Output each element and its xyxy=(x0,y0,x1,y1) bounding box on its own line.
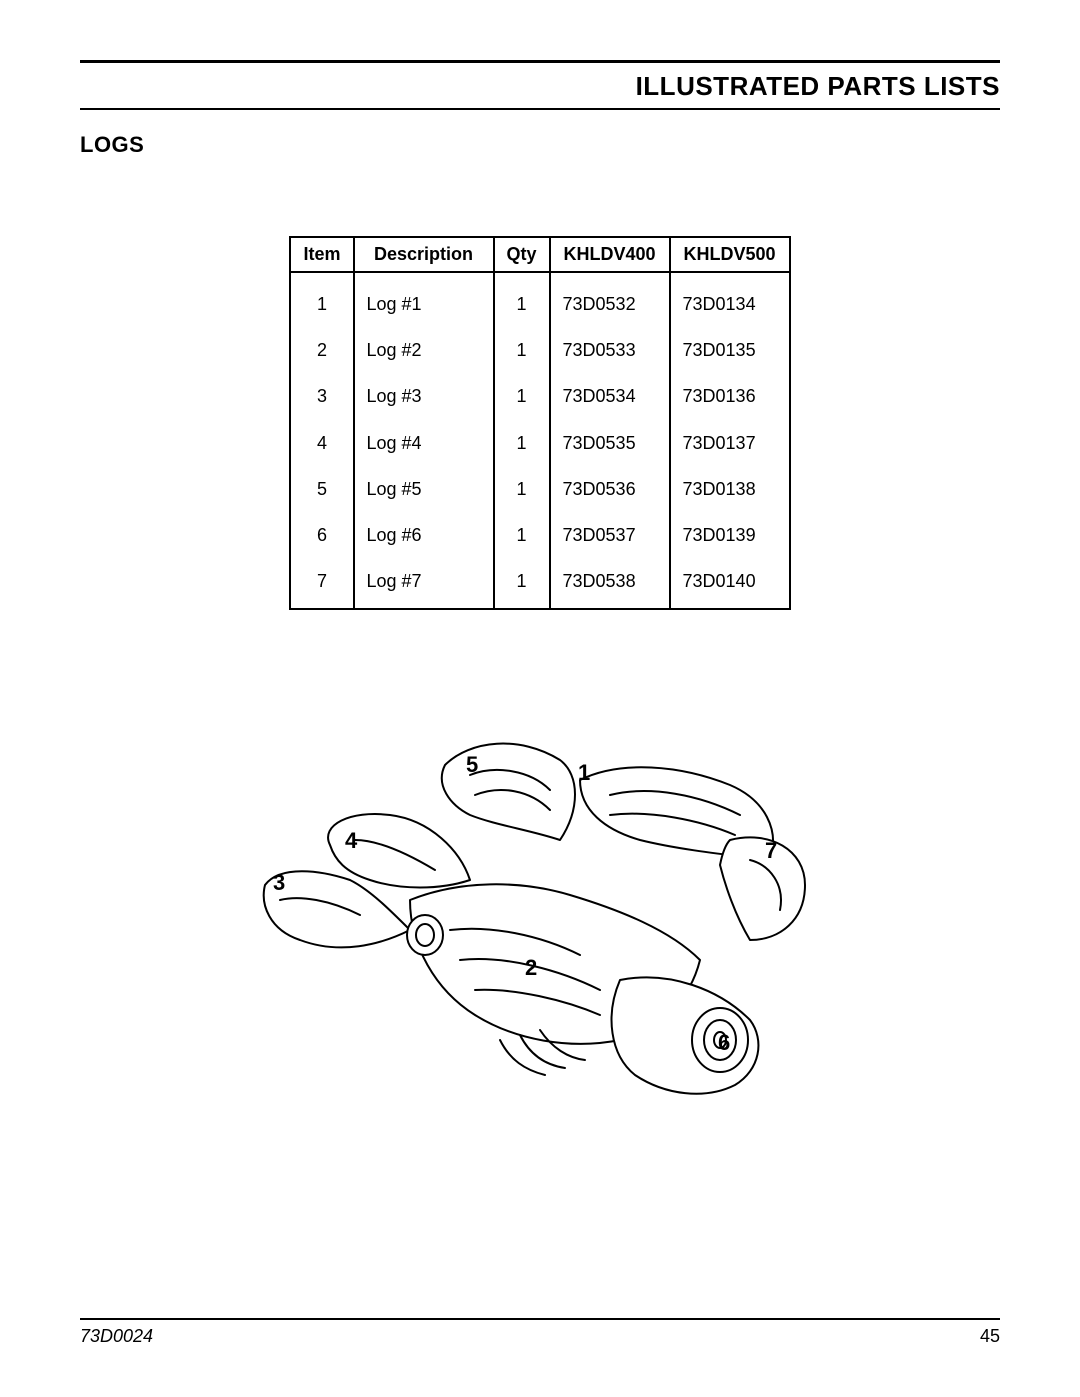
callout-5: 5 xyxy=(466,752,478,778)
cell-qty: 1 xyxy=(494,373,550,419)
col-header-item: Item xyxy=(290,237,353,272)
cell-desc: Log #3 xyxy=(354,373,494,419)
parts-table: Item Description Qty KHLDV400 KHLDV500 1… xyxy=(289,236,790,610)
table-row: 7 Log #7 1 73D0538 73D0140 xyxy=(290,558,789,609)
cell-qty: 1 xyxy=(494,512,550,558)
cell-m2: 73D0135 xyxy=(670,327,790,373)
col-header-model2: KHLDV500 xyxy=(670,237,790,272)
cell-desc: Log #1 xyxy=(354,272,494,327)
col-header-qty: Qty xyxy=(494,237,550,272)
footer-row: 73D0024 45 xyxy=(80,1326,1000,1347)
cell-m1: 73D0538 xyxy=(550,558,670,609)
footer-rule xyxy=(80,1318,1000,1320)
table-row: 5 Log #5 1 73D0536 73D0138 xyxy=(290,466,789,512)
cell-item: 7 xyxy=(290,558,353,609)
page-footer: 73D0024 45 xyxy=(80,1318,1000,1347)
cell-m1: 73D0533 xyxy=(550,327,670,373)
cell-item: 6 xyxy=(290,512,353,558)
cell-qty: 1 xyxy=(494,420,550,466)
section-title: LOGS xyxy=(80,132,1000,158)
illustration-wrap: 1 2 3 4 5 6 7 xyxy=(80,730,1000,1130)
callout-2: 2 xyxy=(525,955,537,981)
cell-desc: Log #2 xyxy=(354,327,494,373)
cell-item: 5 xyxy=(290,466,353,512)
cell-m2: 73D0137 xyxy=(670,420,790,466)
table-row: 4 Log #4 1 73D0535 73D0137 xyxy=(290,420,789,466)
cell-m2: 73D0136 xyxy=(670,373,790,419)
cell-desc: Log #7 xyxy=(354,558,494,609)
callout-3: 3 xyxy=(273,870,285,896)
cell-qty: 1 xyxy=(494,558,550,609)
callout-7: 7 xyxy=(765,838,777,864)
table-row: 3 Log #3 1 73D0534 73D0136 xyxy=(290,373,789,419)
parts-table-wrap: Item Description Qty KHLDV400 KHLDV500 1… xyxy=(80,236,1000,610)
cell-desc: Log #4 xyxy=(354,420,494,466)
cell-item: 1 xyxy=(290,272,353,327)
parts-table-body: 1 Log #1 1 73D0532 73D0134 2 Log #2 1 73… xyxy=(290,272,789,609)
table-row: 1 Log #1 1 73D0532 73D0134 xyxy=(290,272,789,327)
col-header-description: Description xyxy=(354,237,494,272)
page-title: ILLUSTRATED PARTS LISTS xyxy=(80,71,1000,102)
callout-1: 1 xyxy=(578,760,590,786)
logs-line-drawing xyxy=(260,730,820,1130)
cell-m1: 73D0534 xyxy=(550,373,670,419)
cell-qty: 1 xyxy=(494,466,550,512)
col-header-model1: KHLDV400 xyxy=(550,237,670,272)
cell-item: 2 xyxy=(290,327,353,373)
cell-item: 3 xyxy=(290,373,353,419)
title-underline xyxy=(80,108,1000,110)
cell-qty: 1 xyxy=(494,272,550,327)
top-rule xyxy=(80,60,1000,63)
page-number: 45 xyxy=(980,1326,1000,1347)
cell-m2: 73D0139 xyxy=(670,512,790,558)
doc-id: 73D0024 xyxy=(80,1326,153,1347)
cell-desc: Log #5 xyxy=(354,466,494,512)
parts-table-head: Item Description Qty KHLDV400 KHLDV500 xyxy=(290,237,789,272)
cell-m1: 73D0535 xyxy=(550,420,670,466)
logs-illustration: 1 2 3 4 5 6 7 xyxy=(260,730,820,1130)
cell-qty: 1 xyxy=(494,327,550,373)
callout-6: 6 xyxy=(718,1030,730,1056)
page: ILLUSTRATED PARTS LISTS LOGS Item Descri… xyxy=(0,0,1080,1397)
cell-m1: 73D0536 xyxy=(550,466,670,512)
cell-m1: 73D0537 xyxy=(550,512,670,558)
table-row: 2 Log #2 1 73D0533 73D0135 xyxy=(290,327,789,373)
table-row: 6 Log #6 1 73D0537 73D0139 xyxy=(290,512,789,558)
cell-m2: 73D0134 xyxy=(670,272,790,327)
cell-desc: Log #6 xyxy=(354,512,494,558)
header-block: ILLUSTRATED PARTS LISTS LOGS xyxy=(80,60,1000,158)
cell-item: 4 xyxy=(290,420,353,466)
parts-table-header-row: Item Description Qty KHLDV400 KHLDV500 xyxy=(290,237,789,272)
cell-m2: 73D0138 xyxy=(670,466,790,512)
callout-4: 4 xyxy=(345,828,357,854)
cell-m1: 73D0532 xyxy=(550,272,670,327)
cell-m2: 73D0140 xyxy=(670,558,790,609)
